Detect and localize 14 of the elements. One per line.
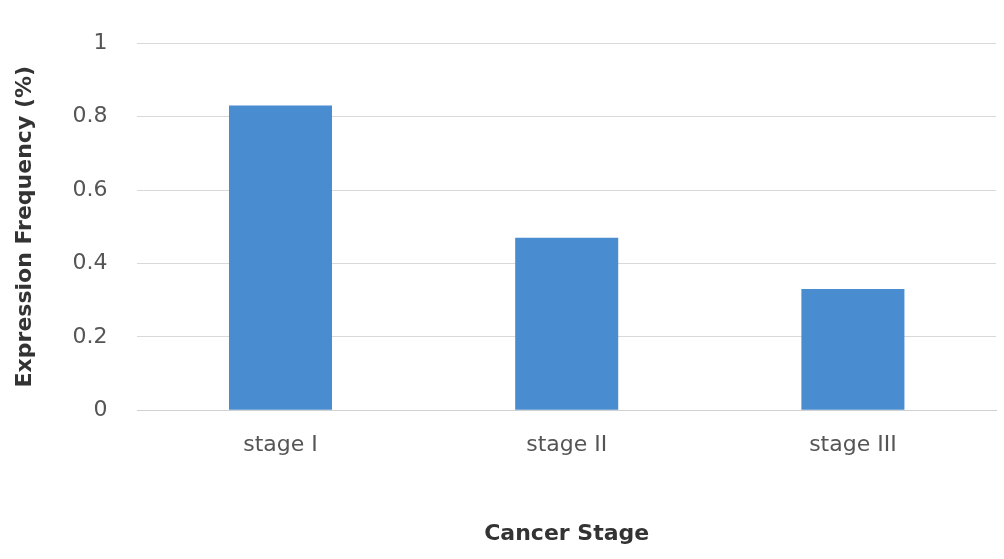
x-tick-label: stage III (809, 431, 897, 457)
bar (228, 105, 333, 410)
y-tick-label: 0.6 (72, 175, 108, 201)
x-axis-title: Cancer Stage (484, 519, 650, 545)
y-tick-label: 1 (93, 28, 108, 54)
y-tick-label: 0.2 (72, 322, 108, 348)
bar (801, 289, 905, 410)
x-tick-label: stage I (243, 431, 318, 457)
bar (515, 237, 619, 410)
y-tick-label: 0.4 (72, 249, 108, 275)
y-tick-label: 0.8 (72, 102, 108, 128)
x-tick-label: stage II (526, 431, 608, 457)
y-tick-label: 0 (93, 395, 108, 421)
y-axis-title: Expression Frequency (%) (10, 65, 36, 388)
